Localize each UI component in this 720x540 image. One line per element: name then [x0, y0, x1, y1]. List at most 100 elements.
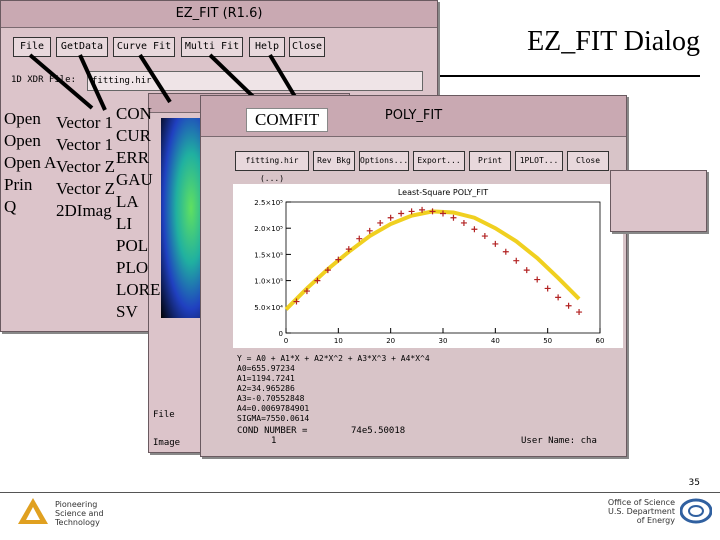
data-point — [408, 208, 415, 215]
multi-fit-item: COMFIT — [246, 108, 329, 132]
menu-item: LI — [116, 214, 133, 233]
menu-item: POL — [116, 236, 149, 255]
data-point — [523, 267, 530, 274]
heading: EZ_FIT Dialog — [527, 26, 700, 57]
data-point — [492, 240, 499, 247]
menu-item: SV — [116, 302, 138, 321]
button[interactable]: Export... — [413, 151, 465, 171]
fit-line — [284, 209, 581, 311]
menu-list: CON CUR ERR GAU LA LI POL PLO LORE SV — [116, 103, 160, 323]
data-point — [460, 219, 467, 226]
heading-rule — [440, 75, 700, 77]
footer-line: Pioneering — [55, 500, 98, 509]
data-point — [303, 288, 310, 295]
y-tick-label: 2.5×10⁵ — [254, 199, 283, 207]
data-point — [555, 294, 562, 301]
logo-left — [18, 498, 48, 524]
y-tick-label: 1.5×10⁵ — [254, 251, 283, 259]
page-field: 1 — [271, 436, 277, 446]
x-tick-label: 20 — [386, 337, 395, 345]
button[interactable]: Help — [249, 37, 285, 57]
footer-line: Science and — [55, 509, 104, 518]
result-line: A1=1194.7241 — [237, 374, 295, 383]
data-point — [502, 248, 509, 255]
data-point — [534, 276, 541, 283]
result-line: SIGMA=7550.0614 — [237, 414, 310, 423]
menu-item: CUR — [116, 126, 151, 145]
image-label: File — [153, 410, 175, 420]
data-point — [419, 206, 426, 213]
data-point — [314, 277, 321, 284]
footer-line: Office of Science — [607, 498, 675, 507]
data-point — [576, 309, 583, 316]
file-field[interactable]: fitting.hir — [87, 71, 423, 91]
menu-item: CON — [116, 104, 152, 123]
y-tick-label: 5.0×10⁴ — [254, 304, 283, 312]
button[interactable]: Rev Bkg — [313, 151, 355, 171]
cond-label: COND NUMBER = — [237, 426, 308, 436]
data-point — [450, 214, 457, 221]
background-window — [610, 170, 707, 232]
data-point — [377, 219, 384, 226]
data-point — [565, 302, 572, 309]
menu-item: LORE — [116, 280, 161, 299]
button[interactable]: Curve Fit — [113, 37, 175, 57]
x-tick-label: 10 — [334, 337, 343, 345]
logo-right — [680, 498, 712, 524]
result-line: A4=0.0069784901 — [237, 404, 310, 413]
result-line: A0=655.97234 — [237, 364, 295, 373]
data-point — [366, 227, 373, 234]
x-tick-label: 50 — [543, 337, 552, 345]
footer-rule — [0, 492, 720, 493]
data-point — [544, 285, 551, 292]
result-line: A3=-0.70552848 — [237, 394, 305, 403]
footer-line: of Energy — [636, 516, 675, 525]
window-title: EZ_FIT (R1.6) — [1, 1, 437, 28]
menu-item: Vector 1 — [56, 113, 114, 132]
button[interactable]: Options... — [359, 151, 409, 171]
x-tick-label: 0 — [284, 337, 288, 345]
menu-item: Vector Z — [56, 179, 116, 198]
button[interactable]: 1PLOT... — [515, 151, 563, 171]
y-tick-label: 0 — [279, 330, 283, 338]
data-point — [387, 214, 394, 221]
y-tick-label: 1.0×10⁵ — [254, 278, 283, 286]
x-tick-label: 60 — [596, 337, 605, 345]
menu-item: Open A — [4, 153, 57, 172]
data-point — [293, 298, 300, 305]
x-tick-label: 40 — [491, 337, 500, 345]
x-tick-label: 30 — [439, 337, 448, 345]
menu-item: GAU — [116, 170, 153, 189]
image-label: Image — [153, 438, 181, 448]
button[interactable]: Close — [289, 37, 325, 57]
result-line: Y = A0 + A1*X + A2*X^2 + A3*X^3 + A4*X^4 — [237, 354, 430, 363]
data-point — [335, 256, 342, 263]
result-line: A2=34.965286 — [237, 384, 295, 393]
menu-item: Open — [4, 109, 41, 128]
data-point — [324, 267, 331, 274]
file-label: 1D XDR File: — [11, 75, 77, 85]
menu-list: Open Open Open A Prin Q — [4, 108, 56, 218]
page-number: 35 — [688, 478, 700, 488]
menu-item: Prin — [4, 175, 33, 194]
menu-list: Vector 1 Vector 1 Vector Z Vector Z 2DImag — [56, 112, 115, 222]
plot-frame — [285, 201, 601, 334]
data-point — [356, 235, 363, 242]
footer-line: U.S. Department — [608, 507, 675, 516]
menu-item: Vector 1 — [56, 135, 114, 154]
button[interactable]: fitting.hir (...) — [235, 151, 309, 183]
button[interactable]: Close — [567, 151, 609, 171]
cond-value: 74e5.50018 — [351, 426, 406, 436]
menu-item: ERR — [116, 148, 150, 167]
data-point — [440, 210, 446, 217]
y-tick-label: 2.0×10⁵ — [254, 225, 283, 233]
menu-item: Q — [4, 197, 17, 216]
button[interactable]: Print — [469, 151, 511, 171]
menu-item: PLO — [116, 258, 149, 277]
data-point — [429, 208, 436, 215]
user-name: User Name: cha — [521, 436, 597, 446]
menu-item: Vector Z — [56, 157, 116, 176]
